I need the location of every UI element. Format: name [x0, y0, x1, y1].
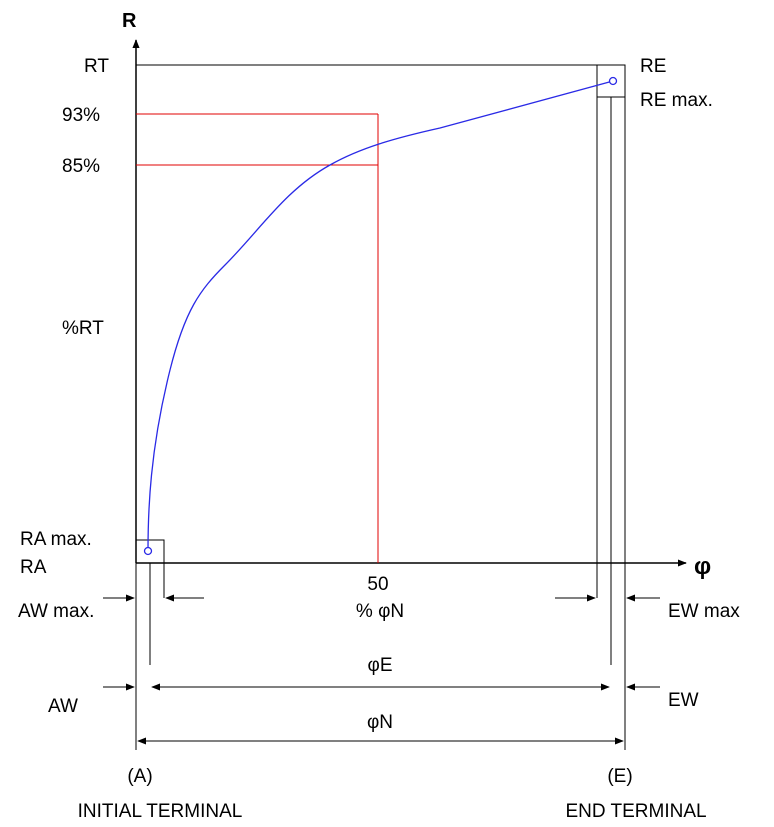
label-phi-e: φE	[368, 655, 393, 676]
label-percent-phin: % φN	[356, 601, 404, 622]
taper-curve	[147, 80, 614, 552]
ra-max-box	[135, 539, 165, 564]
label-ra-max: RA max.	[20, 529, 92, 550]
label-terminal-a-name: INITIAL TERMINAL	[78, 801, 243, 822]
label-percent-rt: %RT	[62, 318, 104, 339]
label-fifty: 50	[367, 574, 388, 595]
label-aw-max: AW max.	[18, 601, 94, 622]
label-85: 85%	[62, 156, 100, 177]
label-93: 93%	[62, 105, 100, 126]
label-terminal-a-code: (A)	[127, 766, 152, 787]
label-ew-max: EW max	[668, 601, 740, 622]
label-ra: RA	[20, 557, 47, 578]
label-re-max: RE max.	[640, 90, 713, 111]
label-aw: AW	[48, 696, 78, 717]
re-max-box	[596, 64, 626, 98]
label-terminal-e-name: END TERMINAL	[565, 801, 706, 822]
start-point	[143, 546, 153, 556]
label-phi-n: φN	[367, 712, 393, 733]
y-axis-label: R	[122, 10, 137, 32]
label-re: RE	[640, 56, 666, 77]
end-point	[608, 76, 618, 86]
label-rt: RT	[84, 56, 109, 77]
label-terminal-e-code: (E)	[607, 766, 632, 787]
label-ew: EW	[668, 690, 699, 711]
x-axis-label: φ	[694, 553, 711, 580]
